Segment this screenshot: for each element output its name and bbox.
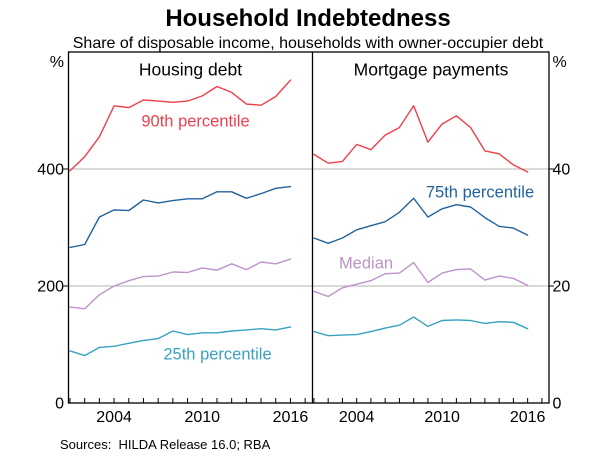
series-line-75th-percentile <box>313 197 529 245</box>
x-tick-label: 2010 <box>424 409 460 426</box>
panel-title: Housing debt <box>139 60 242 80</box>
y-tick-label: 20 <box>553 279 571 296</box>
plot-frame <box>67 51 550 404</box>
chart-title: Household Indebtedness <box>165 5 451 32</box>
x-tick-label: 2016 <box>273 409 309 426</box>
chart-subtitle: Share of disposable income, households w… <box>72 35 544 52</box>
unit-label: % <box>50 54 64 71</box>
series-line-median <box>69 258 292 310</box>
x-tick-label: 2004 <box>339 409 375 426</box>
unit-label: % <box>553 54 567 71</box>
x-tick-label: 2010 <box>184 409 220 426</box>
series-label-25th-percentile: 25th percentile <box>163 346 271 364</box>
y-tick-label: 40 <box>553 162 571 179</box>
panel-title: Mortgage payments <box>354 60 509 80</box>
y-tick-label: 0 <box>553 396 562 413</box>
x-tick-label: 2016 <box>510 409 546 426</box>
y-tick-label: 200 <box>37 279 64 296</box>
x-tick-label: 2004 <box>96 409 132 426</box>
series-line-25th-percentile <box>313 316 529 337</box>
series-line-median <box>313 261 529 298</box>
chart-sources: Sources: HILDA Release 16.0; RBA <box>60 437 271 452</box>
series-line-90th-percentile <box>313 105 529 173</box>
series-line-90th-percentile <box>69 79 292 172</box>
series-label-median: Median <box>339 255 393 273</box>
series-line-75th-percentile <box>69 185 292 249</box>
y-tick-label: 0 <box>55 396 64 413</box>
y-tick-label: 400 <box>37 162 64 179</box>
series-label-75th-percentile: 75th percentile <box>426 184 534 202</box>
series-line-25th-percentile <box>69 326 292 357</box>
series-label-90th-percentile: 90th percentile <box>141 113 249 131</box>
